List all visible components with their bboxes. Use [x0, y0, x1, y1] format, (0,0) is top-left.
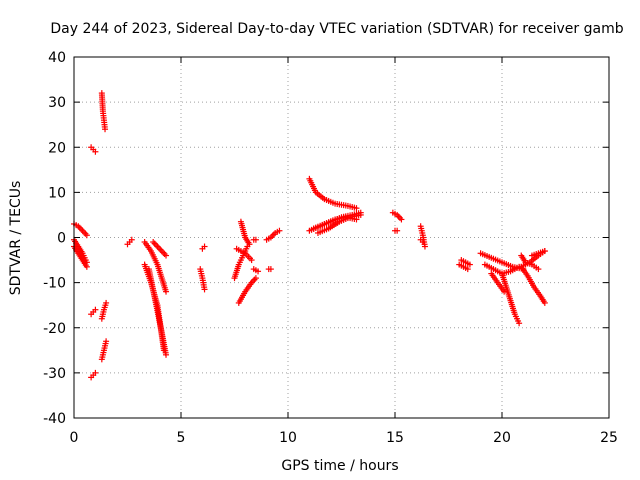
series-arc-12: [145, 266, 170, 358]
data-point: [541, 299, 548, 306]
series-arc-10: [124, 236, 135, 248]
data-point: [246, 241, 253, 248]
data-points: [71, 90, 548, 381]
series-arc-21: [250, 266, 262, 275]
series-arc-39: [518, 263, 548, 306]
data-point: [163, 252, 170, 259]
data-point: [419, 239, 426, 246]
series-arc-33: [456, 261, 471, 273]
series-arc-19: [233, 245, 255, 264]
series-arc-31: [417, 223, 428, 250]
series-arc-14: [150, 239, 170, 259]
y-tick-label: 10: [48, 185, 66, 201]
data-point: [398, 216, 405, 223]
data-point: [201, 243, 208, 250]
series-arc-24: [263, 227, 283, 243]
y-tick-label: -30: [43, 366, 66, 382]
series-arc-30: [392, 227, 401, 234]
data-point: [163, 351, 170, 358]
data-point: [466, 261, 473, 268]
x-tick-label: 15: [386, 430, 404, 446]
data-point: [92, 306, 99, 313]
data-point: [92, 369, 99, 376]
data-point: [267, 266, 274, 273]
series-arc-20: [237, 218, 253, 248]
y-tick-label: 0: [57, 231, 66, 247]
x-tick-label: 20: [493, 430, 511, 446]
series-arc-07: [98, 90, 109, 133]
data-point: [252, 236, 259, 243]
series-arc-23: [265, 266, 274, 273]
data-point: [92, 148, 99, 155]
grid: [74, 57, 609, 418]
y-tick-label: 30: [48, 95, 66, 111]
x-tick-label: 25: [600, 430, 618, 446]
series-arc-41: [528, 248, 548, 259]
y-tick-label: 40: [48, 50, 66, 66]
series-arc-34: [458, 257, 473, 268]
chart-title: Day 244 of 2023, Sidereal Day-to-day VTE…: [50, 21, 623, 37]
series-arc-02: [71, 236, 90, 266]
y-axis-label: SDTVAR / TECUs: [8, 181, 24, 296]
data-point: [102, 126, 109, 133]
y-tick-label: -10: [43, 276, 66, 292]
data-point: [201, 286, 208, 293]
data-point: [394, 227, 401, 234]
data-point: [535, 266, 542, 273]
series-arc-22: [250, 236, 259, 243]
x-axis-label: GPS time / hours: [281, 458, 398, 474]
series-arc-09: [98, 338, 110, 363]
data-point: [516, 320, 523, 327]
series-arc-13: [141, 239, 170, 295]
series-arc-38: [499, 270, 523, 327]
x-tick-label: 0: [70, 430, 79, 446]
data-point: [103, 299, 110, 306]
data-point: [128, 236, 135, 243]
x-axis-ticks: 0 5 10 15 20 25: [70, 57, 618, 446]
series-arc-16: [199, 243, 208, 252]
series-arc-17: [231, 243, 251, 282]
data-point: [252, 275, 259, 282]
y-tick-label: -40: [43, 411, 66, 427]
data-point: [83, 263, 90, 270]
x-tick-label: 10: [279, 430, 297, 446]
x-tick-label: 5: [177, 430, 186, 446]
series-arc-32: [417, 236, 426, 246]
data-point: [255, 268, 262, 275]
y-axis-ticks: -40 -30 -20 -10 0 10 20 30 40: [43, 50, 609, 427]
series-arc-04: [88, 144, 99, 155]
series-arc-28: [314, 211, 364, 236]
data-point: [421, 243, 428, 250]
data-point: [248, 257, 255, 264]
series-arc-05: [88, 306, 99, 318]
series-arc-25: [306, 175, 360, 212]
series-arc-15: [197, 266, 208, 293]
y-tick-label: -20: [43, 321, 66, 337]
series-arc-29: [389, 209, 405, 223]
series-arc-06: [88, 369, 99, 381]
data-point: [464, 266, 471, 273]
data-point: [103, 338, 110, 345]
data-point: [353, 205, 360, 212]
data-point: [357, 211, 364, 218]
data-point: [541, 248, 548, 255]
series-arc-08: [98, 299, 110, 322]
y-tick-label: 20: [48, 140, 66, 156]
data-point: [83, 232, 90, 239]
data-point: [163, 288, 170, 295]
series-arc-42: [518, 252, 542, 273]
series-arc-18: [235, 275, 259, 306]
data-point: [276, 227, 283, 234]
